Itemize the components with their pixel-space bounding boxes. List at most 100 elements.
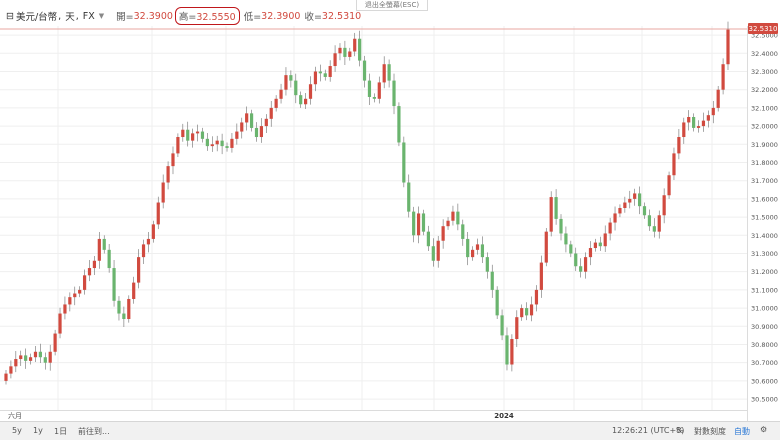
interval-label[interactable]: 天 xyxy=(65,12,75,23)
candle-body[interactable] xyxy=(304,98,308,105)
candle-body[interactable] xyxy=(102,238,106,250)
candle-body[interactable] xyxy=(107,249,111,269)
candle-body[interactable] xyxy=(151,224,155,239)
candle-body[interactable] xyxy=(4,373,8,381)
percent-toggle[interactable]: % xyxy=(676,426,684,435)
candle-body[interactable] xyxy=(387,64,391,81)
candle-body[interactable] xyxy=(122,313,126,320)
candle-body[interactable] xyxy=(613,213,617,223)
candle-body[interactable] xyxy=(269,107,273,119)
candle-body[interactable] xyxy=(58,313,62,334)
candle-body[interactable] xyxy=(33,351,38,358)
candle-body[interactable] xyxy=(431,246,435,261)
candle-body[interactable] xyxy=(579,266,583,272)
candle-body[interactable] xyxy=(716,89,720,108)
candle-body[interactable] xyxy=(377,82,381,99)
candle-body[interactable] xyxy=(588,248,593,258)
candle-body[interactable] xyxy=(456,211,460,225)
candle-body[interactable] xyxy=(230,138,234,148)
candle-body[interactable] xyxy=(220,140,224,147)
candle-body[interactable] xyxy=(505,335,509,365)
candle-body[interactable] xyxy=(652,226,656,232)
candle-body[interactable] xyxy=(294,80,298,96)
candle-body[interactable] xyxy=(397,106,401,143)
candle-body[interactable] xyxy=(407,182,411,212)
candle-body[interactable] xyxy=(633,193,637,199)
candle-body[interactable] xyxy=(412,211,416,236)
candle-body[interactable] xyxy=(249,113,254,128)
candle-body[interactable] xyxy=(421,213,426,232)
candle-body[interactable] xyxy=(53,333,57,352)
candle-body[interactable] xyxy=(701,120,706,127)
candle-body[interactable] xyxy=(721,64,725,90)
candle-body[interactable] xyxy=(171,153,175,167)
candle-body[interactable] xyxy=(682,122,686,138)
exit-fullscreen-hint[interactable]: 退出全螢幕(ESC) xyxy=(356,0,428,11)
candle-body[interactable] xyxy=(141,244,146,258)
candle-body[interactable] xyxy=(446,220,450,227)
candle-body[interactable] xyxy=(662,195,666,216)
candle-body[interactable] xyxy=(254,127,259,138)
candle-body[interactable] xyxy=(392,80,396,107)
candle-body[interactable] xyxy=(328,66,332,77)
candle-body[interactable] xyxy=(480,244,485,258)
candle-body[interactable] xyxy=(657,215,661,232)
candle-body[interactable] xyxy=(618,207,622,214)
candle-body[interactable] xyxy=(485,257,489,272)
candle-body[interactable] xyxy=(200,131,205,139)
candle-body[interactable] xyxy=(210,144,214,147)
candle-body[interactable] xyxy=(692,116,696,128)
candle-body[interactable] xyxy=(156,202,160,225)
candle-body[interactable] xyxy=(402,142,406,183)
candle-body[interactable] xyxy=(569,244,573,254)
price-axis[interactable]: 32.5000 32.4000 32.3000 32.2000 32.1000 32.00… xyxy=(751,32,778,404)
candle-body[interactable] xyxy=(279,89,283,99)
candle-body[interactable] xyxy=(544,231,548,263)
candle-body[interactable] xyxy=(549,197,553,232)
candle-body[interactable] xyxy=(137,257,141,283)
candle-body[interactable] xyxy=(534,289,539,305)
candle-body[interactable] xyxy=(333,53,337,67)
candle-body[interactable] xyxy=(554,197,558,219)
candle-body[interactable] xyxy=(382,64,386,83)
candle-body[interactable] xyxy=(146,238,151,245)
goto-button[interactable]: 前往到... xyxy=(78,427,110,436)
collapse-icon[interactable]: ⊟ xyxy=(6,10,14,22)
candle-body[interactable] xyxy=(308,84,313,99)
chevron-down-icon[interactable]: ▼ xyxy=(98,12,105,20)
candle-body[interactable] xyxy=(235,131,239,139)
candle-body[interactable] xyxy=(583,257,588,272)
candle-body[interactable] xyxy=(112,268,116,301)
candle-body[interactable] xyxy=(623,202,627,208)
candle-body[interactable] xyxy=(43,357,47,363)
range-1d-button[interactable]: 1日 xyxy=(54,427,68,436)
candle-body[interactable] xyxy=(593,242,597,249)
candle-body[interactable] xyxy=(461,224,465,239)
candle-body[interactable] xyxy=(490,271,494,290)
candle-body[interactable] xyxy=(367,80,372,97)
candle-body[interactable] xyxy=(299,95,303,105)
candle-body[interactable] xyxy=(48,351,52,363)
candle-body[interactable] xyxy=(451,211,455,221)
candle-body[interactable] xyxy=(436,240,440,261)
candle-body[interactable] xyxy=(240,122,244,132)
range-1y-button[interactable]: 1y xyxy=(33,426,43,435)
candle-body[interactable] xyxy=(348,51,352,57)
candle-body[interactable] xyxy=(195,131,200,134)
candle-body[interactable] xyxy=(343,47,347,57)
candle-body[interactable] xyxy=(353,38,357,52)
candle-body[interactable] xyxy=(362,60,367,81)
candle-body[interactable] xyxy=(318,71,322,74)
candle-body[interactable] xyxy=(466,238,470,258)
candle-body[interactable] xyxy=(515,317,519,340)
candle-body[interactable] xyxy=(510,339,514,365)
candle-body[interactable] xyxy=(132,282,136,299)
candle-body[interactable] xyxy=(166,166,170,183)
candle-body[interactable] xyxy=(529,304,534,316)
candle-body[interactable] xyxy=(215,140,219,145)
candle-body[interactable] xyxy=(117,300,121,314)
candle-body[interactable] xyxy=(372,96,376,99)
candle-body[interactable] xyxy=(191,133,195,141)
candle-body[interactable] xyxy=(441,226,445,241)
